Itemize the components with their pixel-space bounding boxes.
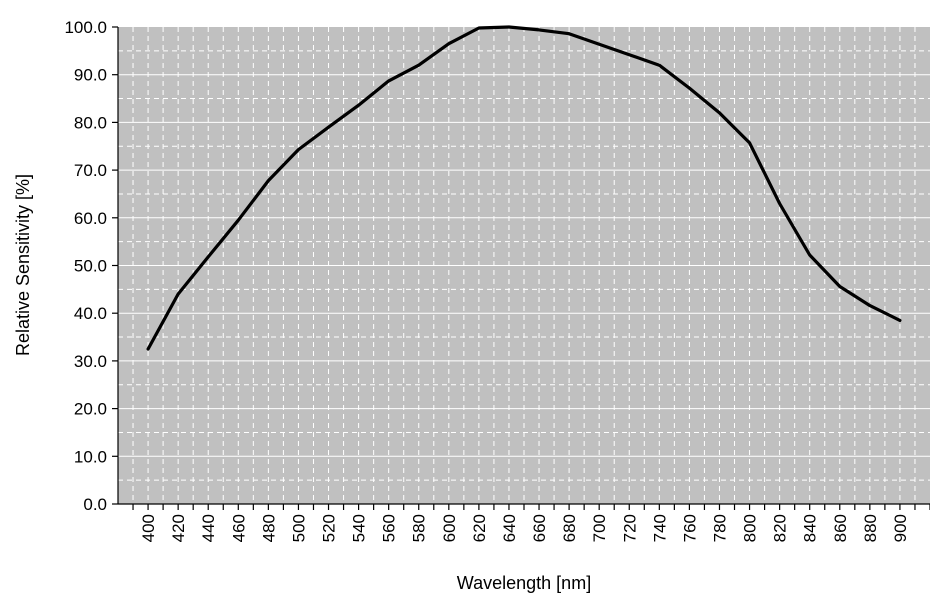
y-axis-title: Relative Sensitivity [%] <box>13 174 33 356</box>
x-axis-title: Wavelength [nm] <box>457 573 591 593</box>
x-tick-label: 540 <box>350 514 369 542</box>
y-tick-label: 80.0 <box>74 113 107 132</box>
x-tick-label: 680 <box>560 514 579 542</box>
y-tick-label: 60.0 <box>74 209 107 228</box>
x-tick-label: 840 <box>801 514 820 542</box>
x-tick-label: 520 <box>320 514 339 542</box>
x-tick-label: 720 <box>620 514 639 542</box>
x-tick-label: 580 <box>410 514 429 542</box>
x-tick-label: 700 <box>590 514 609 542</box>
x-tick-label: 420 <box>169 514 188 542</box>
x-tick-label: 480 <box>259 514 278 542</box>
y-tick-label: 10.0 <box>74 447 107 466</box>
x-tick-label: 460 <box>229 514 248 542</box>
x-tick-label: 740 <box>650 514 669 542</box>
y-tick-label: 50.0 <box>74 257 107 276</box>
x-tick-label: 440 <box>199 514 218 542</box>
axis-ticks <box>112 26 930 510</box>
x-tick-label: 660 <box>530 514 549 542</box>
x-tick-label: 800 <box>741 514 760 542</box>
x-tick-label: 640 <box>500 514 519 542</box>
y-tick-label: 30.0 <box>74 352 107 371</box>
y-tick-label: 90.0 <box>74 66 107 85</box>
x-tick-label: 860 <box>831 514 850 542</box>
x-tick-label: 900 <box>891 514 910 542</box>
x-tick-label: 820 <box>771 514 790 542</box>
x-tick-label: 780 <box>710 514 729 542</box>
x-tick-label: 880 <box>861 514 880 542</box>
grid-lines <box>118 27 930 504</box>
sensitivity-line <box>146 25 902 351</box>
x-tick-labels: 400 420 440 460 480 500 520 540 560 580 600 620 640 6… <box>139 514 910 542</box>
y-tick-label: 20.0 <box>74 400 107 419</box>
x-tick-label: 500 <box>289 514 308 542</box>
y-tick-label: 0.0 <box>83 495 107 514</box>
x-tick-label: 620 <box>470 514 489 542</box>
y-tick-labels: 0.0 10.0 20.0 30.0 40.0 50.0 60.0 70.0 80.0 90.0 1… <box>64 18 107 514</box>
x-tick-label: 400 <box>139 514 158 542</box>
y-tick-label: 100.0 <box>64 18 107 37</box>
x-tick-label: 760 <box>680 514 699 542</box>
y-tick-label: 40.0 <box>74 304 107 323</box>
x-tick-label: 560 <box>380 514 399 542</box>
y-tick-label: 70.0 <box>74 161 107 180</box>
x-tick-label: 600 <box>440 514 459 542</box>
